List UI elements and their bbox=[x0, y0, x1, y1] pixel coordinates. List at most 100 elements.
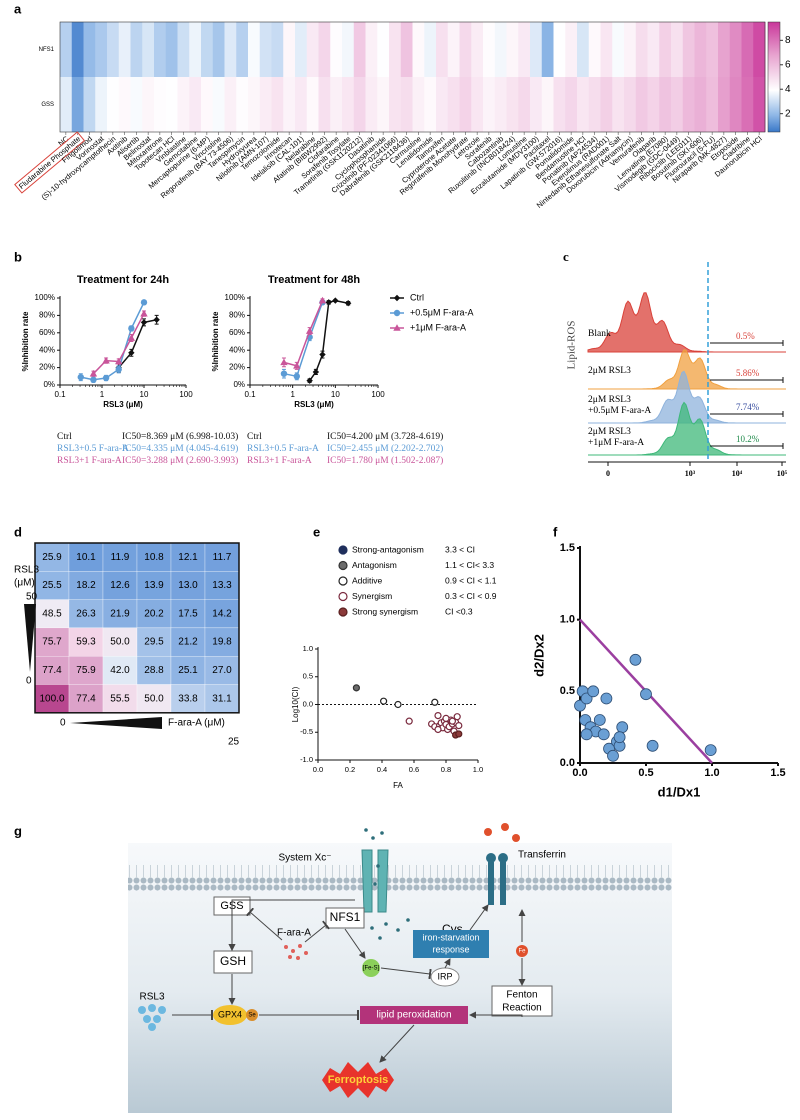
heat-cell bbox=[494, 22, 507, 77]
heat-cell bbox=[224, 22, 237, 77]
gate bbox=[710, 377, 784, 383]
matrix-cell bbox=[170, 684, 206, 713]
heat-cell bbox=[541, 77, 554, 132]
y-tick-label: 0.0 bbox=[303, 699, 313, 708]
ic50-value: IC50=4.335 μM (4.045-4.619) bbox=[122, 443, 238, 454]
heat-cell bbox=[71, 77, 84, 132]
marker bbox=[393, 294, 401, 302]
colorbar-label: 2 bbox=[785, 108, 791, 119]
heat-cell bbox=[353, 22, 366, 77]
heat-cell bbox=[506, 22, 519, 77]
cell-value: 55.5 bbox=[110, 693, 130, 704]
x-tick-label: 0.5 bbox=[638, 767, 653, 779]
matrix-cell bbox=[136, 627, 172, 657]
gradient-wedge bbox=[70, 717, 162, 729]
cell-value: 77.4 bbox=[42, 665, 62, 676]
x-tick-label: 0.8 bbox=[441, 765, 451, 774]
marker bbox=[140, 309, 148, 317]
marker bbox=[115, 366, 122, 373]
ic50-name: RSL3+0.5 F-ara-A bbox=[247, 444, 319, 454]
gate bbox=[710, 443, 784, 449]
heat-cell bbox=[400, 22, 413, 77]
heat-cell bbox=[224, 77, 237, 132]
x-tick-label: 1 bbox=[290, 390, 295, 399]
cell-value: 33.8 bbox=[178, 693, 198, 704]
ic50-name: Ctrl bbox=[57, 432, 72, 442]
marker bbox=[140, 299, 148, 306]
heat-cell bbox=[718, 77, 731, 132]
gate bbox=[710, 340, 784, 346]
y-tick-label: 60% bbox=[229, 328, 245, 337]
heat-cell bbox=[577, 77, 590, 132]
heat-cell bbox=[342, 77, 355, 132]
matrix-cell bbox=[136, 571, 172, 600]
point bbox=[704, 744, 717, 756]
heat-cell bbox=[447, 22, 460, 77]
matrix-frame bbox=[34, 542, 240, 714]
membrane bbox=[128, 865, 672, 891]
y-tick-label: 60% bbox=[39, 328, 55, 337]
label: [Fe-S] bbox=[363, 966, 380, 972]
colorbar-label: 8 bbox=[785, 35, 791, 46]
legend-range: CI <0.3 bbox=[445, 606, 473, 616]
label: IRP bbox=[437, 971, 452, 981]
legend-label: +0.5μM F-ara-A bbox=[410, 307, 473, 317]
heat-cell bbox=[565, 77, 578, 132]
heat-cell bbox=[459, 22, 472, 77]
fes-cluster bbox=[362, 959, 380, 977]
heat-cell bbox=[377, 77, 390, 132]
matrix-cell bbox=[170, 627, 206, 657]
legend-marker bbox=[338, 576, 348, 586]
cell-value: 11.9 bbox=[111, 552, 130, 563]
heat-cell bbox=[588, 22, 601, 77]
row-label: GSS bbox=[41, 102, 54, 108]
heat-cell bbox=[283, 77, 296, 132]
legend-label: Additive bbox=[352, 575, 383, 585]
y-tick-label: -1.0 bbox=[300, 755, 313, 764]
chart-title: Treatment for 48h bbox=[268, 274, 361, 286]
x-tick-label: 0.0 bbox=[572, 767, 587, 779]
cell-value: 26.3 bbox=[76, 608, 96, 619]
heat-cell bbox=[530, 77, 543, 132]
matrix-cell bbox=[170, 656, 206, 685]
ic50-name: RSL3+1 F-ara-A bbox=[57, 456, 122, 466]
cell-value: 13.0 bbox=[178, 580, 198, 591]
cell-value: 48.5 bbox=[42, 608, 62, 619]
marker bbox=[128, 349, 135, 357]
node-box bbox=[213, 950, 253, 974]
heat-cell bbox=[483, 22, 496, 77]
point bbox=[442, 714, 450, 722]
y-axis-label: %Inhibition rate bbox=[211, 311, 220, 372]
x-end: 25 bbox=[228, 737, 240, 748]
matrix-cell bbox=[204, 542, 240, 572]
heat-cell bbox=[236, 22, 249, 77]
heat-cell bbox=[459, 77, 472, 132]
label: lipid peroxidation bbox=[376, 1010, 451, 1021]
y-axis-label: Log10(CI) bbox=[291, 686, 300, 722]
heat-cell bbox=[647, 77, 660, 132]
heat-cell bbox=[330, 22, 343, 77]
cell-value: 21.2 bbox=[178, 637, 198, 648]
point bbox=[434, 725, 442, 734]
cell-value: 17.5 bbox=[178, 608, 198, 619]
point bbox=[600, 692, 613, 705]
heat-cell bbox=[236, 77, 249, 132]
y-axis-label: Lipid-ROS bbox=[566, 321, 578, 370]
cell-value: 29.5 bbox=[144, 637, 164, 648]
cell-value: 42.0 bbox=[110, 665, 130, 676]
heat-cell bbox=[753, 22, 766, 77]
ic50-name: Ctrl bbox=[247, 432, 262, 442]
sample-label: 2μM RSL3 bbox=[588, 395, 631, 405]
heat-cell bbox=[271, 22, 284, 77]
label: GPX4 bbox=[218, 1009, 242, 1019]
sample-label: Blank bbox=[588, 329, 611, 339]
series-line bbox=[309, 299, 349, 382]
x-tick-label: 1 bbox=[100, 390, 105, 399]
matrix-cell bbox=[102, 571, 138, 600]
marker bbox=[325, 299, 332, 306]
panel-label: f bbox=[553, 524, 558, 539]
cell-value: 21.9 bbox=[110, 608, 130, 619]
x-end: 0 bbox=[60, 718, 66, 729]
cell-value: 75.7 bbox=[42, 637, 62, 648]
heat-cell bbox=[165, 22, 178, 77]
